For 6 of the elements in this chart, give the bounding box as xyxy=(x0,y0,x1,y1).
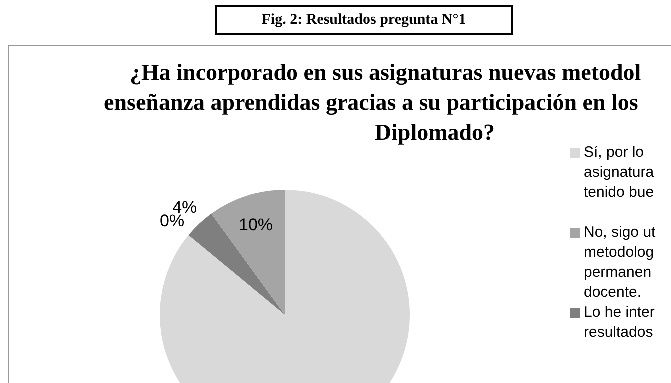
data-label: 10% xyxy=(239,216,274,235)
legend-label: Sí, por lo asignatura tenido bue xyxy=(584,143,654,203)
caption: Fig. 2: Resultados pregunta N°1 xyxy=(215,5,513,35)
legend-label: No, sigo ut metodolog permanen docente. xyxy=(584,223,656,303)
legend-label: Lo he inter resultados xyxy=(584,303,655,343)
chart-title: ¿Ha incorporado en sus asignaturas nuevas metodol enseñanza aprendidas gracias a su participación en los Diplomado? xyxy=(104,59,642,145)
